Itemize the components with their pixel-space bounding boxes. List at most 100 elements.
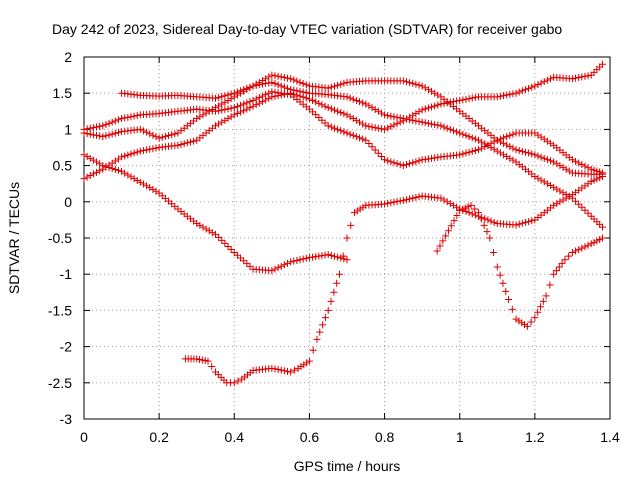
data-point bbox=[346, 130, 354, 138]
data-point bbox=[512, 89, 520, 97]
data-point bbox=[443, 198, 451, 206]
data-point bbox=[86, 124, 94, 132]
data-point bbox=[359, 99, 367, 107]
data-point bbox=[471, 147, 479, 155]
data-point bbox=[412, 193, 420, 201]
data-point bbox=[436, 242, 444, 250]
data-point bbox=[186, 138, 194, 146]
data-point bbox=[212, 122, 219, 130]
data-point bbox=[442, 232, 450, 240]
data-point bbox=[356, 98, 364, 106]
data-point bbox=[565, 192, 573, 200]
data-point bbox=[431, 89, 439, 97]
data-point bbox=[280, 261, 288, 269]
data-point bbox=[553, 185, 561, 193]
data-point bbox=[268, 78, 276, 86]
data-point bbox=[552, 267, 560, 275]
data-point bbox=[371, 124, 379, 132]
data-point bbox=[255, 94, 263, 102]
data-point bbox=[86, 171, 94, 179]
data-point bbox=[318, 101, 326, 109]
data-point bbox=[233, 109, 241, 117]
data-point bbox=[343, 129, 351, 137]
data-point bbox=[387, 199, 395, 207]
data-point bbox=[483, 228, 491, 236]
data-point bbox=[384, 199, 392, 207]
data-point bbox=[475, 209, 482, 217]
data-point bbox=[102, 132, 110, 140]
data-point bbox=[149, 185, 157, 193]
data-point bbox=[543, 156, 551, 164]
data-point bbox=[96, 167, 104, 175]
data-point bbox=[534, 308, 542, 316]
data-point bbox=[80, 151, 88, 159]
data-point bbox=[477, 215, 485, 223]
data-point bbox=[321, 102, 329, 110]
data-point bbox=[496, 271, 504, 279]
data-point bbox=[302, 81, 310, 89]
data-point bbox=[540, 78, 548, 86]
data-point bbox=[384, 112, 392, 120]
data-point bbox=[393, 160, 401, 168]
data-point bbox=[180, 140, 188, 148]
data-points bbox=[80, 60, 606, 387]
data-point bbox=[249, 82, 257, 90]
data-point bbox=[252, 81, 260, 89]
data-point bbox=[446, 200, 454, 208]
data-point bbox=[525, 149, 533, 157]
data-point bbox=[409, 116, 417, 124]
data-point bbox=[136, 178, 144, 186]
data-point bbox=[118, 115, 126, 123]
data-point bbox=[406, 79, 414, 87]
data-point bbox=[96, 132, 104, 140]
data-point bbox=[349, 131, 357, 139]
data-point bbox=[528, 217, 536, 225]
data-point bbox=[387, 112, 395, 120]
data-point bbox=[204, 357, 212, 365]
data-point bbox=[183, 139, 191, 147]
data-point bbox=[349, 95, 357, 103]
data-point bbox=[193, 115, 201, 123]
data-point bbox=[221, 239, 229, 247]
data-point bbox=[471, 205, 479, 213]
y-tick-label: 0.5 bbox=[53, 158, 73, 174]
data-point bbox=[512, 221, 520, 229]
data-point bbox=[584, 209, 592, 217]
data-point bbox=[537, 153, 545, 161]
data-point bbox=[368, 123, 376, 131]
data-point bbox=[550, 183, 558, 191]
data-point bbox=[415, 157, 423, 165]
data-point bbox=[268, 364, 276, 372]
data-point bbox=[531, 172, 539, 180]
data-point bbox=[327, 297, 335, 305]
data-point bbox=[462, 131, 470, 139]
data-point bbox=[346, 94, 354, 102]
data-point bbox=[581, 206, 589, 214]
data-point bbox=[399, 162, 407, 170]
data-point bbox=[578, 73, 586, 81]
data-point bbox=[365, 122, 373, 130]
data-point bbox=[449, 127, 457, 135]
data-point bbox=[536, 303, 544, 311]
data-point bbox=[108, 130, 116, 138]
data-point bbox=[399, 196, 407, 204]
data-point bbox=[89, 156, 97, 164]
x-tick-label: 1 bbox=[456, 429, 464, 445]
data-point bbox=[374, 107, 382, 115]
data-point bbox=[428, 120, 436, 128]
data-point bbox=[509, 144, 517, 152]
data-point bbox=[456, 129, 464, 137]
data-point bbox=[93, 158, 101, 166]
data-point bbox=[296, 78, 304, 86]
data-point bbox=[280, 74, 288, 82]
data-point bbox=[349, 115, 357, 123]
data-point bbox=[224, 105, 232, 113]
x-tick-label: 0 bbox=[80, 429, 88, 445]
data-point bbox=[313, 335, 321, 343]
data-point bbox=[334, 253, 342, 261]
data-point bbox=[227, 104, 235, 112]
data-point bbox=[374, 124, 382, 132]
y-tick-label: 1 bbox=[64, 121, 72, 137]
data-point bbox=[368, 143, 376, 151]
data-point bbox=[506, 154, 514, 162]
